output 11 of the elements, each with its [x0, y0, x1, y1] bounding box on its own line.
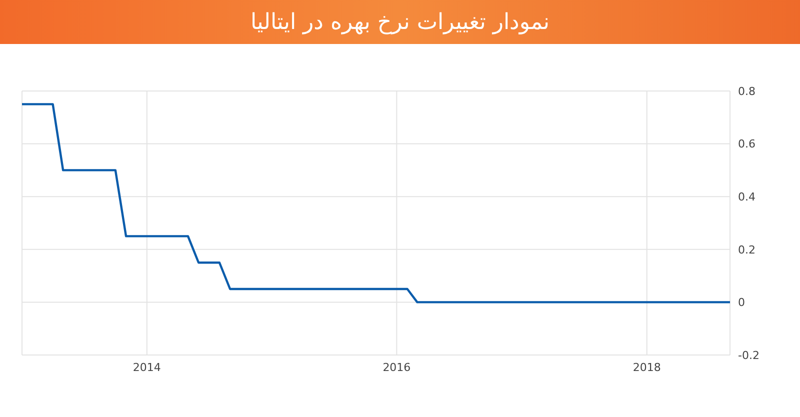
x-tick-label: 2018 — [632, 360, 661, 374]
y-tick-label: 0.6 — [738, 138, 756, 151]
line-series — [22, 103, 730, 304]
y-tick-label: 0.8 — [738, 84, 756, 98]
y-tick-label: 0.2 — [738, 243, 756, 256]
y-tick-label: -0.2 — [738, 348, 760, 362]
x-tick-label: 2014 — [132, 360, 161, 374]
y-tick-label: 0.4 — [738, 190, 756, 204]
y-tick-label: 0 — [738, 296, 745, 310]
chart-title: نمودار تغییرات نرخ بهره در ایتالیا — [250, 10, 550, 34]
x-tick-label: 2016 — [382, 360, 411, 374]
